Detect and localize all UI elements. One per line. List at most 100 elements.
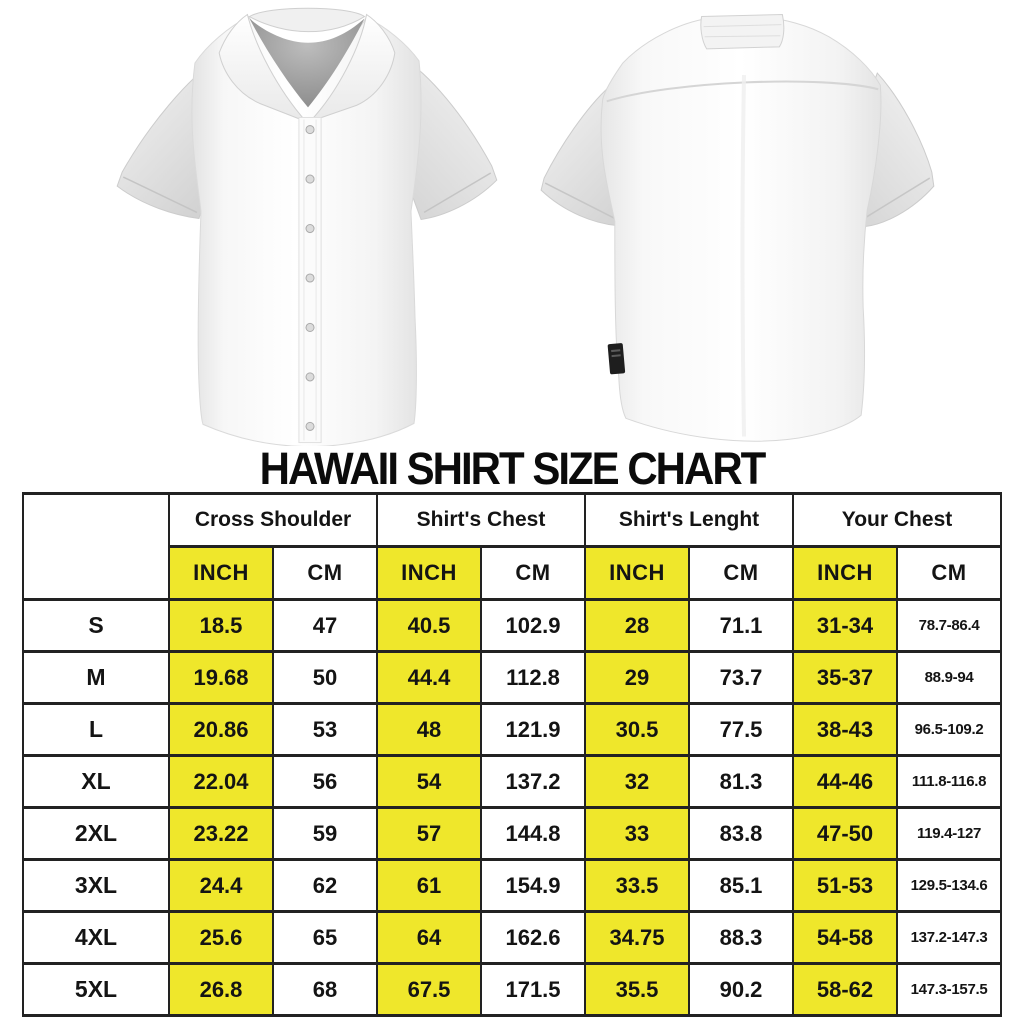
back-collar-band (700, 13, 785, 50)
unit-header-cm: CM (480, 545, 586, 601)
table-cell: 24.4 (168, 858, 274, 913)
table-cell: 85.1 (687, 858, 795, 913)
table-cell: 47-50 (792, 806, 899, 861)
table-row: M 19.68 50 44.4 112.8 29 73.7 35-37 88.9… (22, 650, 1003, 705)
shirt-back-image (530, 4, 954, 446)
table-row: 2XL 23.22 59 57 144.8 33 83.8 47-50 119.… (22, 806, 1003, 861)
table-cell: 64 (376, 910, 482, 965)
table-cell: 88.9-94 (896, 650, 1003, 705)
table-cell: 83.8 (687, 806, 795, 861)
table-cell: 59 (272, 806, 378, 861)
table-cell: 35-37 (792, 650, 899, 705)
shirt-front-svg (116, 7, 498, 448)
table-cell: 58-62 (792, 962, 899, 1017)
unit-header-cm: CM (272, 545, 378, 601)
size-chart-table-wrap: Cross Shoulder Shirt's Chest Shirt's Len… (22, 492, 1003, 1017)
table-cell: 29 (584, 650, 690, 705)
table-cell: 65 (272, 910, 378, 965)
unit-header-cm: CM (687, 545, 795, 601)
table-cell: 77.5 (687, 702, 795, 757)
table-cell: 22.04 (168, 754, 274, 809)
front-neck-opening (249, 18, 365, 108)
table-row: L 20.86 53 48 121.9 30.5 77.5 38-43 96.5… (22, 702, 1003, 757)
unit-header-inch: INCH (168, 545, 274, 601)
size-label: S (22, 598, 170, 653)
table-cell: 54-58 (792, 910, 899, 965)
table-cell: 111.8-116.8 (896, 754, 1003, 809)
table-cell: 44.4 (376, 650, 482, 705)
table-cell: 23.22 (168, 806, 274, 861)
table-row: 5XL 26.8 68 67.5 171.5 35.5 90.2 58-62 1… (22, 962, 1003, 1017)
table-cell: 137.2 (480, 754, 586, 809)
size-label: M (22, 650, 170, 705)
table-cell: 33 (584, 806, 690, 861)
table-cell: 68 (272, 962, 378, 1017)
front-collar (218, 7, 396, 123)
back-side-tag (607, 343, 626, 375)
table-cell: 147.3-157.5 (896, 962, 1003, 1017)
table-cell: 112.8 (480, 650, 586, 705)
table-cell: 20.86 (168, 702, 274, 757)
table-cell: 50 (272, 650, 378, 705)
table-cell: 88.3 (687, 910, 795, 965)
table-cell: 30.5 (584, 702, 690, 757)
corner-cell (22, 492, 170, 601)
table-cell: 32 (584, 754, 690, 809)
table-cell: 48 (376, 702, 482, 757)
table-cell: 38-43 (792, 702, 899, 757)
table-cell: 18.5 (168, 598, 274, 653)
table-cell: 56 (272, 754, 378, 809)
unit-header-inch: INCH (584, 545, 690, 601)
size-label: 2XL (22, 806, 170, 861)
table-cell: 81.3 (687, 754, 795, 809)
size-label: 5XL (22, 962, 170, 1017)
table-cell: 96.5-109.2 (896, 702, 1003, 757)
table-cell: 19.68 (168, 650, 274, 705)
table-cell: 57 (376, 806, 482, 861)
table-cell: 137.2-147.3 (896, 910, 1003, 965)
table-cell: 34.75 (584, 910, 690, 965)
table-cell: 71.1 (687, 598, 795, 653)
table-cell: 31-34 (792, 598, 899, 653)
size-chart-table: Cross Shoulder Shirt's Chest Shirt's Len… (22, 492, 1003, 1017)
table-cell: 144.8 (480, 806, 586, 861)
table-cell: 171.5 (480, 962, 586, 1017)
shirt-front-image (96, 4, 520, 448)
group-header-your-chest: Your Chest (792, 492, 1003, 548)
group-header-row: Cross Shoulder Shirt's Chest Shirt's Len… (22, 492, 1003, 601)
table-cell: 35.5 (584, 962, 690, 1017)
table-cell: 73.7 (687, 650, 795, 705)
table-row: 3XL 24.4 62 61 154.9 33.5 85.1 51-53 129… (22, 858, 1003, 913)
size-label: 3XL (22, 858, 170, 913)
size-label: XL (22, 754, 170, 809)
table-cell: 102.9 (480, 598, 586, 653)
table-cell: 54 (376, 754, 482, 809)
unit-header-cm: CM (896, 545, 1003, 601)
group-header-shirts-lenght: Shirt's Lenght (583, 492, 795, 548)
table-cell: 28 (584, 598, 690, 653)
back-body (600, 16, 882, 442)
table-cell: 44-46 (792, 754, 899, 809)
table-cell: 67.5 (376, 962, 482, 1017)
table-cell: 154.9 (480, 858, 586, 913)
table-cell: 25.6 (168, 910, 274, 965)
table-cell: 119.4-127 (896, 806, 1003, 861)
front-buttons (305, 125, 315, 431)
table-cell: 121.9 (480, 702, 586, 757)
table-cell: 33.5 (584, 858, 690, 913)
table-cell: 53 (272, 702, 378, 757)
front-right-sleeve (396, 56, 498, 221)
table-cell: 78.7-86.4 (896, 598, 1003, 653)
group-header-cross-shoulder: Cross Shoulder (168, 492, 378, 548)
table-cell: 90.2 (687, 962, 795, 1017)
size-label: 4XL (22, 910, 170, 965)
shirt-back-svg (540, 13, 935, 442)
table-row: 4XL 25.6 65 64 162.6 34.75 88.3 54-58 13… (22, 910, 1003, 965)
unit-header-inch: INCH (376, 545, 482, 601)
table-cell: 40.5 (376, 598, 482, 653)
table-cell: 51-53 (792, 858, 899, 913)
table-cell: 26.8 (168, 962, 274, 1017)
size-label: L (22, 702, 170, 757)
page-title: HAWAII SHIRT SIZE CHART (259, 443, 767, 494)
table-cell: 61 (376, 858, 482, 913)
